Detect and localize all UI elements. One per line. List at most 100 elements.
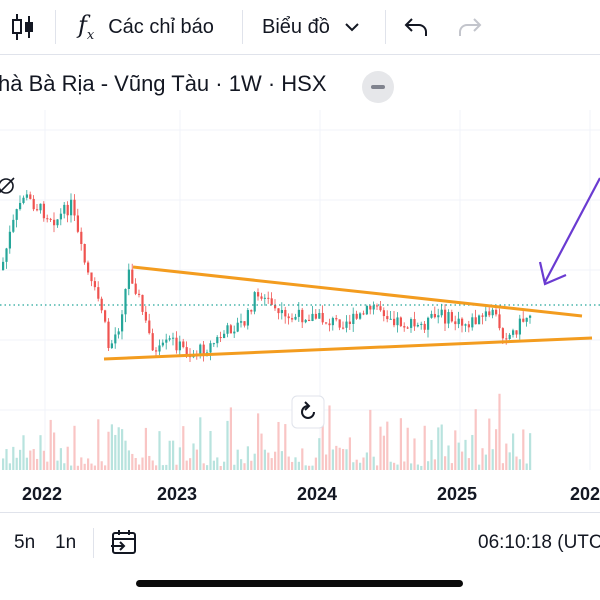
candle-body xyxy=(335,318,338,320)
chart-type-button[interactable]: Biểu đồ xyxy=(262,8,360,46)
candle-body xyxy=(114,334,117,344)
candle-body xyxy=(182,341,185,348)
candle-body xyxy=(284,309,287,317)
range-1y-button[interactable]: 1n xyxy=(55,532,77,553)
reset-chart-button[interactable] xyxy=(291,395,325,429)
candle-body xyxy=(376,305,379,307)
candle-body xyxy=(461,318,464,326)
candle-body xyxy=(76,215,79,232)
candle-body xyxy=(175,337,178,351)
candle-body xyxy=(257,292,260,297)
volume-bar xyxy=(107,431,110,470)
candle-body xyxy=(155,350,158,352)
volume-bar xyxy=(148,455,151,470)
candle-body xyxy=(212,343,215,345)
x-axis-tick-label: 202 xyxy=(570,484,600,504)
volume-bar xyxy=(481,448,484,470)
candle-body xyxy=(474,317,477,325)
volume-bar xyxy=(457,442,460,470)
volume-bar xyxy=(155,465,158,470)
candle-body xyxy=(209,343,212,353)
candle-body xyxy=(110,343,113,349)
volume-bar xyxy=(362,457,365,470)
candle-body xyxy=(66,204,69,216)
volume-bar xyxy=(488,418,491,470)
price-chart[interactable]: 2022 2023 2024 2025 202 xyxy=(0,110,600,505)
volume-bar xyxy=(518,459,521,470)
candle-body xyxy=(287,316,290,319)
candle-body xyxy=(121,314,124,332)
candle-body xyxy=(32,198,35,210)
volume-bar xyxy=(345,449,348,470)
indicators-button[interactable]: fx Các chỉ báo xyxy=(78,8,214,46)
candle-body xyxy=(440,309,443,316)
volume-bar xyxy=(29,450,32,470)
candle-body xyxy=(107,321,110,349)
redo-button[interactable] xyxy=(457,8,483,46)
candle-body xyxy=(161,342,164,346)
volume-bar xyxy=(36,458,39,470)
volume-bar xyxy=(413,438,416,470)
candle-body xyxy=(117,331,120,335)
symbol-legend[interactable]: hà Bà Rịa - Vũng Tàu · 1W · HSX xyxy=(0,62,327,106)
candle-body xyxy=(100,298,103,311)
volume-bar xyxy=(131,453,134,470)
candle-body xyxy=(42,203,45,219)
volume-bar xyxy=(359,462,362,470)
x-axis-tick-label: 2025 xyxy=(437,484,477,504)
volume-bar xyxy=(236,449,239,470)
fx-icon: fx xyxy=(78,11,95,43)
collapse-legend-button[interactable] xyxy=(362,71,394,103)
volume-bar xyxy=(474,409,477,470)
candle-body xyxy=(294,316,297,320)
candle-body xyxy=(59,213,62,220)
candle-body xyxy=(90,272,93,282)
volume-bar xyxy=(297,461,300,470)
range-5y-button[interactable]: 5n xyxy=(14,532,36,553)
volume-bar xyxy=(450,463,453,470)
volume-bar xyxy=(53,432,56,470)
volume-bar xyxy=(352,462,355,470)
candle-body xyxy=(522,318,525,322)
volume-bar xyxy=(284,424,287,470)
volume-bar xyxy=(498,393,501,470)
candles-icon[interactable] xyxy=(10,8,36,46)
volume-bar xyxy=(134,458,137,470)
volume-bar xyxy=(491,449,494,470)
goto-date-icon[interactable] xyxy=(110,528,140,558)
volume-bar xyxy=(90,463,93,470)
candle-body xyxy=(447,312,450,324)
symbol-title: hà Bà Rịa - Vũng Tàu · 1W · HSX xyxy=(0,71,327,96)
volume-bar xyxy=(301,448,304,470)
chart-canvas[interactable]: 2022 2023 2024 2025 202 xyxy=(0,110,600,505)
clock-display[interactable]: 06:10:18 (UTC xyxy=(478,532,600,553)
volume-bar xyxy=(512,433,515,470)
volume-bar xyxy=(348,437,351,470)
volume-bar xyxy=(114,434,117,470)
undo-icon xyxy=(404,18,427,36)
candle-body xyxy=(345,321,348,328)
volume-bar xyxy=(328,405,331,470)
candle-body xyxy=(464,324,467,326)
volume-bar xyxy=(525,463,528,470)
volume-bar xyxy=(39,435,42,470)
volume-bar xyxy=(80,457,83,470)
volume-bar xyxy=(280,451,283,470)
volume-bar xyxy=(12,446,15,470)
volume-bar xyxy=(138,464,141,470)
candle-body xyxy=(15,209,18,220)
undo-button[interactable] xyxy=(403,8,429,46)
candle-body xyxy=(226,325,229,334)
volume-bar xyxy=(505,443,508,470)
volume-bar xyxy=(32,449,35,470)
candle-body xyxy=(158,345,161,352)
volume-bar xyxy=(141,457,144,470)
volume-bar xyxy=(25,457,28,470)
volume-bar xyxy=(49,419,52,470)
candle-body xyxy=(321,312,324,323)
chart-bottom-border xyxy=(0,512,600,513)
volume-bar xyxy=(8,463,11,470)
volume-bar xyxy=(277,421,280,470)
candle-body xyxy=(348,321,351,324)
volume-bar xyxy=(311,465,314,470)
